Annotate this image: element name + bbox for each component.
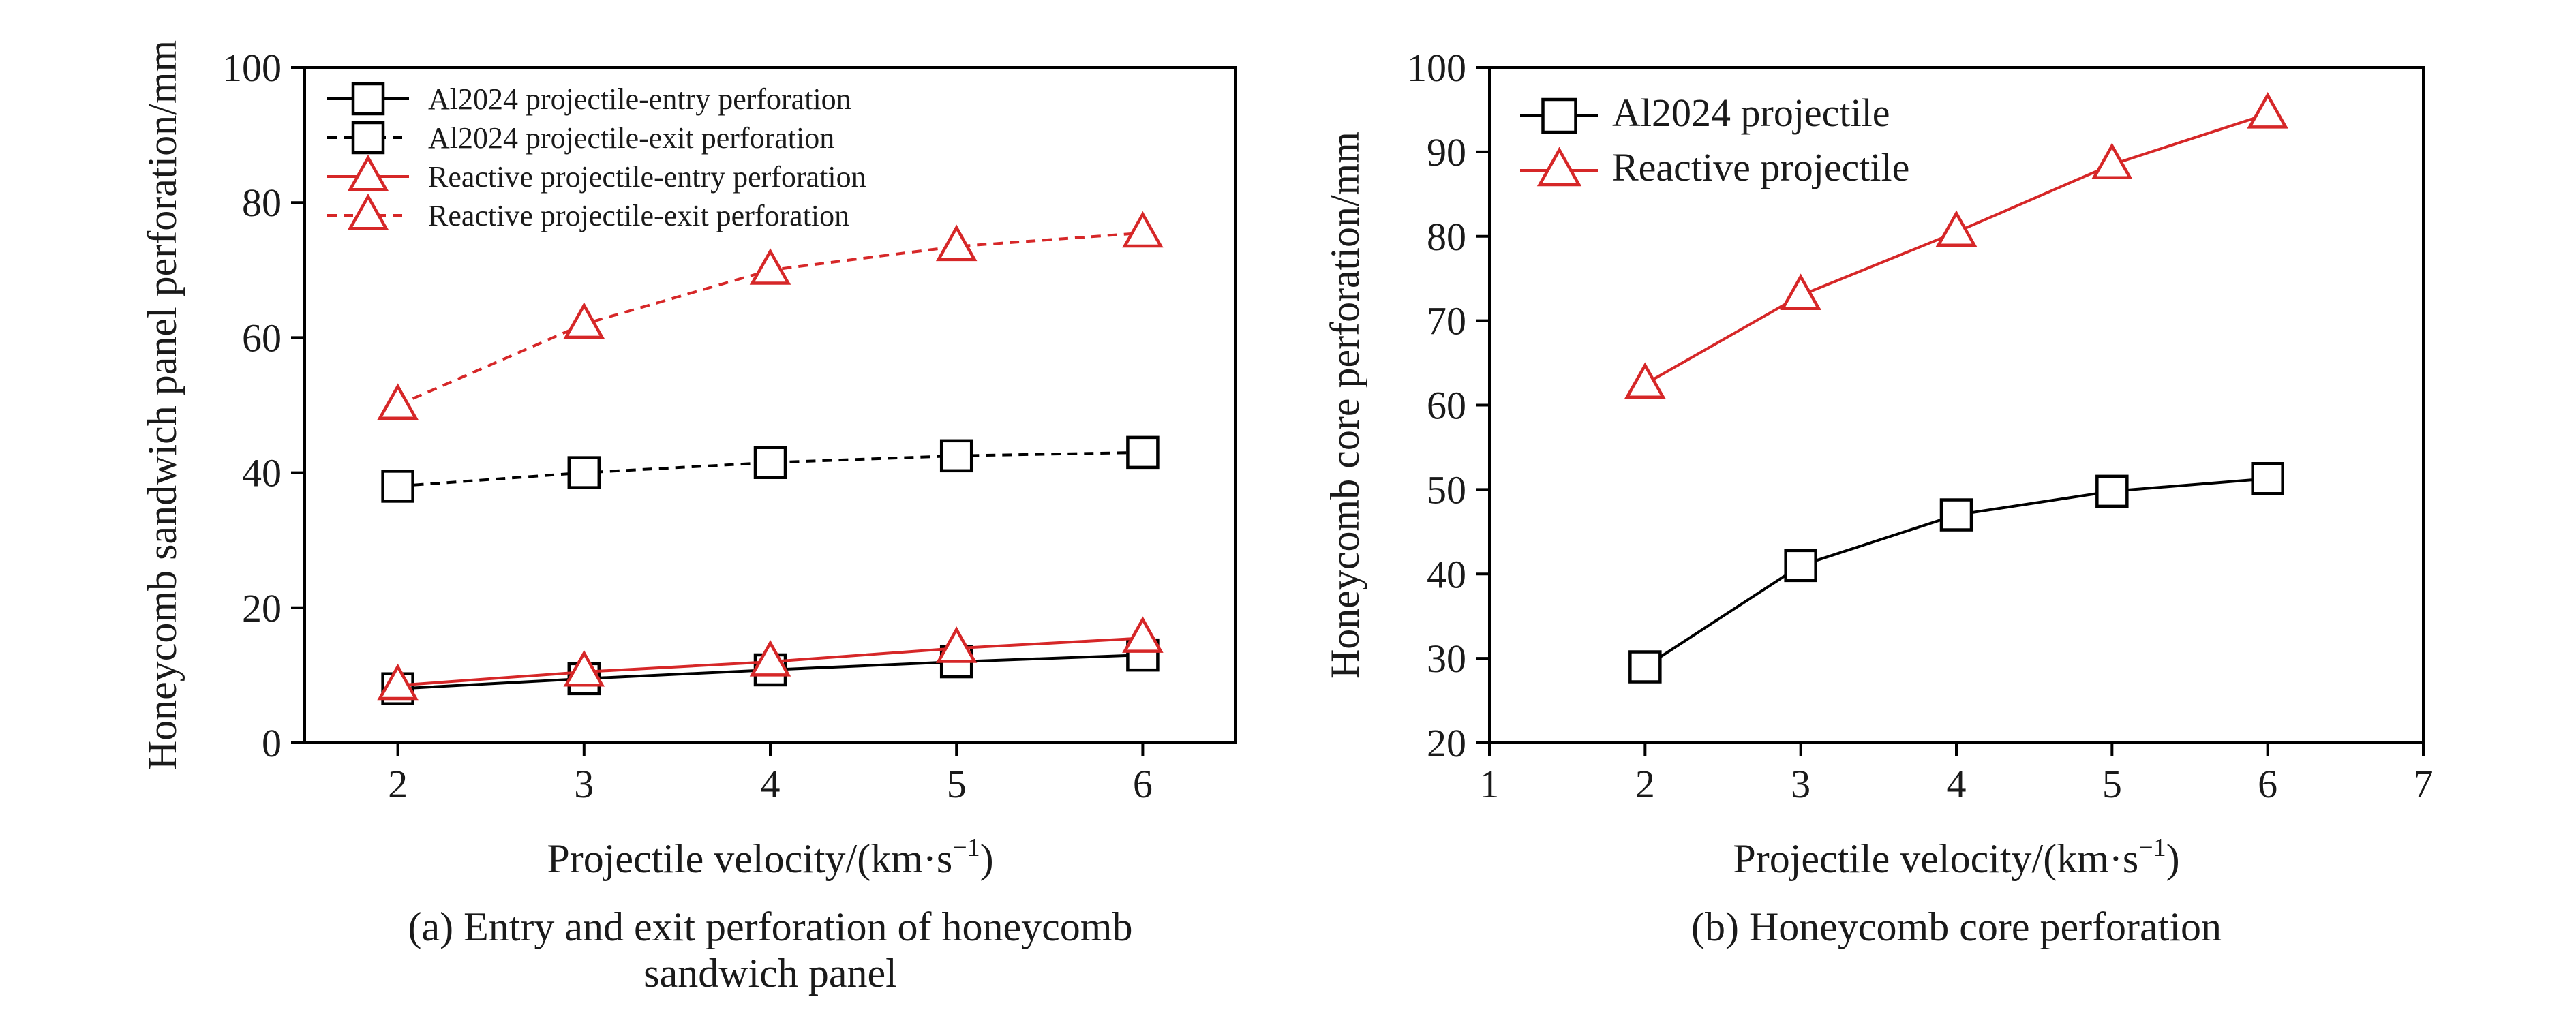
x-tick-label: 5 xyxy=(2102,762,2122,806)
y-tick-label: 60 xyxy=(1427,384,1466,428)
series-1 xyxy=(1624,92,2288,399)
legend-label: Reactive projectile-entry perforation xyxy=(428,160,866,194)
legend-marker xyxy=(347,154,389,191)
series-0 xyxy=(1628,462,2284,684)
data-point xyxy=(377,383,419,420)
data-point xyxy=(1939,498,1973,532)
data-point xyxy=(2091,142,2133,179)
chart-caption: (b) Honeycomb core perforation xyxy=(1691,904,2222,949)
legend: Al2024 projectile Reactive projectile xyxy=(1520,91,1909,189)
x-axis-label-main: Projectile velocity/(km·s xyxy=(547,836,952,881)
legend-label: Reactive projectile-exit perforation xyxy=(428,199,849,232)
series-1 xyxy=(381,435,1160,503)
x-axis-label-superscript: −1 xyxy=(952,833,980,862)
data-point xyxy=(935,626,978,663)
data-point xyxy=(563,649,605,687)
data-point xyxy=(377,663,419,701)
legend-label: Al2024 projectile-exit perforation xyxy=(428,121,834,155)
y-tick-label: 30 xyxy=(1427,637,1466,681)
series-3 xyxy=(377,211,1164,420)
legend-label: Al2024 projectile-entry perforation xyxy=(428,82,851,116)
data-point xyxy=(1628,650,1662,684)
legend-marker xyxy=(1541,97,1577,134)
x-axis-label: Projectile velocity/(km·s−1) xyxy=(1733,833,2179,881)
legend-marker xyxy=(351,121,385,155)
data-point xyxy=(1624,362,1666,399)
data-point xyxy=(935,224,978,262)
legend-marker xyxy=(1536,147,1582,187)
data-point xyxy=(1784,549,1817,583)
data-point xyxy=(381,470,414,503)
x-tick-label: 4 xyxy=(761,762,781,806)
x-tick-label: 2 xyxy=(1635,762,1655,806)
legend-label: Al2024 projectile xyxy=(1612,91,1890,135)
x-tick-label: 1 xyxy=(1480,762,1500,806)
x-tick-label: 3 xyxy=(1791,762,1810,806)
y-tick-label: 90 xyxy=(1427,130,1466,174)
data-point xyxy=(1126,435,1160,470)
legend: Al2024 projectile-entry perforation Al202… xyxy=(327,82,866,232)
data-point xyxy=(2251,462,2284,495)
x-tick-label: 3 xyxy=(574,762,594,806)
y-tick-label: 100 xyxy=(1407,46,1466,90)
x-axis-label-main: Projectile velocity/(km·s xyxy=(1733,836,2138,881)
x-tick-label: 2 xyxy=(388,762,408,806)
x-tick-label: 4 xyxy=(1947,762,1967,806)
x-tick-label: 6 xyxy=(2258,762,2277,806)
y-tick-label: 20 xyxy=(1427,721,1466,765)
chart-caption: sandwich panel xyxy=(643,951,897,996)
data-point xyxy=(939,439,973,473)
legend-label: Reactive projectile xyxy=(1612,145,1909,189)
y-tick-label: 50 xyxy=(1427,467,1466,512)
y-tick-label: 80 xyxy=(242,181,282,225)
chart-b-core-perforation: 1 2 3 4 5 6 7 20 30 40 50 60 70 80 90 100 Projectile vel… xyxy=(1322,46,2434,949)
x-tick-label: 7 xyxy=(2414,762,2434,806)
legend-marker xyxy=(347,193,389,230)
y-tick-label: 20 xyxy=(242,586,282,630)
data-point xyxy=(753,446,787,479)
data-point xyxy=(1935,210,1978,247)
data-point xyxy=(749,248,791,285)
data-point xyxy=(2095,474,2129,508)
y-axis-label: Honeycomb core perforation/mm xyxy=(1322,132,1367,679)
series-2 xyxy=(377,616,1164,701)
chart-caption: (a) Entry and exit perforation of honeyc… xyxy=(408,904,1133,949)
legend-marker xyxy=(351,82,385,116)
x-axis-label-close: ) xyxy=(980,836,994,881)
y-axis-label: Honeycomb sandwich panel perforation/mm xyxy=(140,40,185,770)
x-tick-label: 5 xyxy=(947,762,967,806)
x-axis-label-close: ) xyxy=(2166,836,2180,881)
y-tick-label: 40 xyxy=(1427,552,1466,596)
x-axis-label: Projectile velocity/(km·s−1) xyxy=(547,833,993,881)
data-point xyxy=(563,302,605,339)
y-tick-label: 70 xyxy=(1427,299,1466,343)
data-point xyxy=(567,456,601,489)
y-tick-label: 40 xyxy=(242,451,282,495)
y-tick-label: 80 xyxy=(1427,215,1466,259)
data-point xyxy=(1122,211,1164,248)
data-point xyxy=(2247,92,2288,129)
x-axis-label-superscript: −1 xyxy=(2138,833,2166,862)
data-point xyxy=(1780,273,1821,310)
data-point xyxy=(1122,616,1164,653)
y-tick-label: 100 xyxy=(222,46,282,90)
y-tick-label: 0 xyxy=(262,721,282,765)
x-tick-label: 6 xyxy=(1133,762,1153,806)
y-tick-label: 60 xyxy=(242,316,282,360)
data-point xyxy=(749,640,791,677)
